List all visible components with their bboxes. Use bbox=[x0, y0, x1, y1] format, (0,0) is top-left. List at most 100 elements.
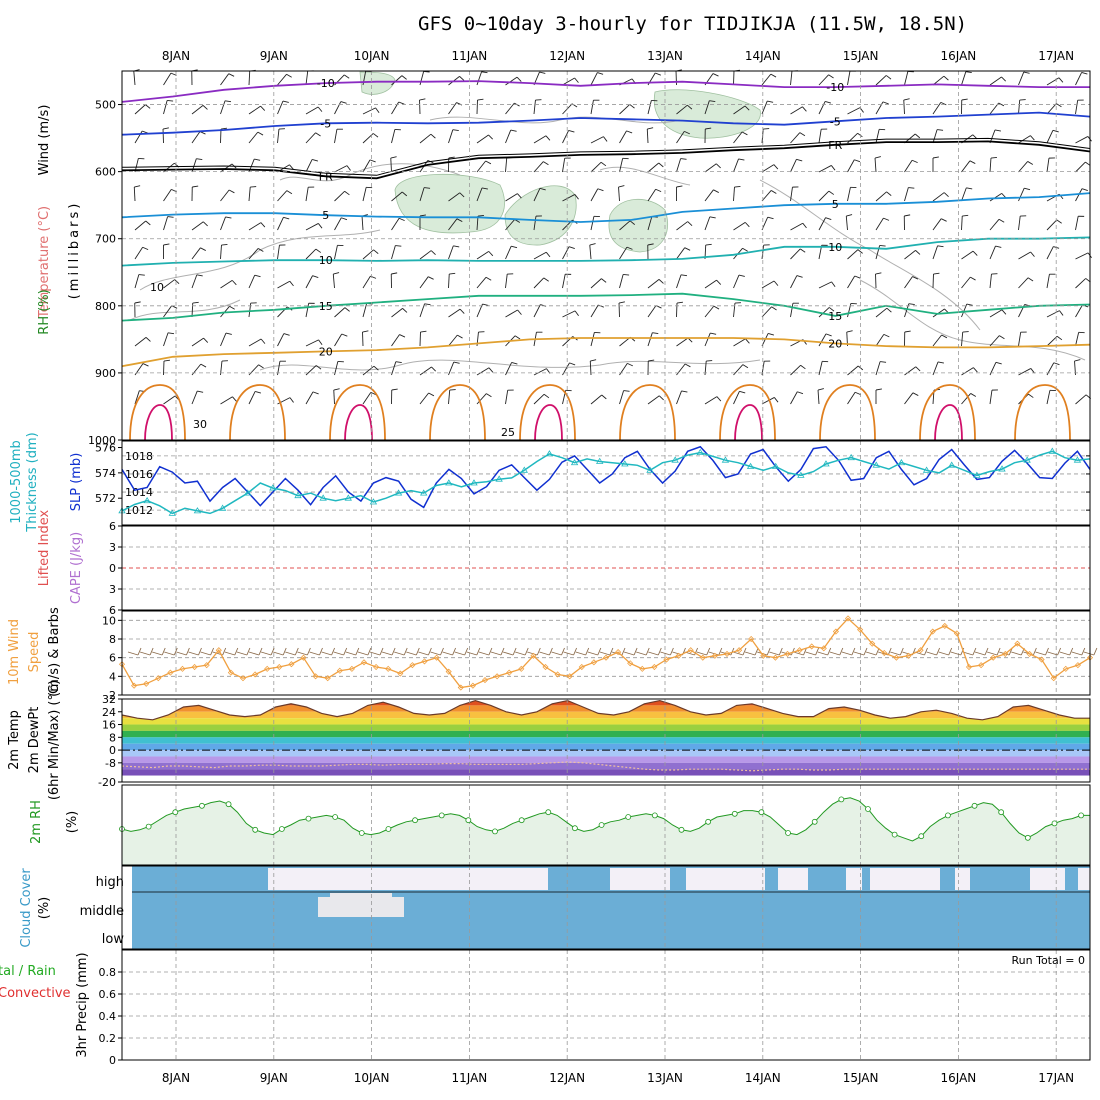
barb bbox=[505, 102, 515, 115]
wind10-barb bbox=[321, 651, 332, 656]
wind10-point bbox=[1074, 662, 1081, 669]
wind10-barb-flag bbox=[294, 647, 299, 656]
barb bbox=[220, 216, 226, 231]
rh2m-point bbox=[998, 809, 1005, 816]
temp-ytick-label--8: -8 bbox=[105, 757, 116, 770]
wind10-barb bbox=[648, 651, 659, 656]
barb bbox=[790, 187, 793, 202]
barb bbox=[590, 100, 594, 115]
barb-flag bbox=[225, 216, 232, 219]
barb bbox=[476, 187, 483, 202]
isotherm-label-25: 25 bbox=[501, 426, 515, 439]
wind10-barb-flag bbox=[427, 647, 432, 656]
barb bbox=[248, 222, 262, 231]
barb-flag bbox=[448, 156, 455, 159]
wind10-barb bbox=[1083, 651, 1095, 656]
barb-flag bbox=[962, 214, 969, 217]
barb-flag bbox=[167, 216, 174, 218]
wind10-barb-flag bbox=[500, 647, 505, 656]
barb bbox=[932, 334, 942, 347]
barb-flag bbox=[716, 163, 721, 169]
wind10-barb bbox=[539, 651, 550, 656]
barb bbox=[163, 332, 169, 347]
barb-flag bbox=[344, 190, 350, 196]
barb bbox=[133, 186, 136, 202]
barb-flag bbox=[774, 397, 779, 403]
barb bbox=[448, 129, 454, 144]
barb-flag bbox=[857, 132, 863, 138]
run-total: Run Total = 0 bbox=[1012, 954, 1086, 967]
barb bbox=[448, 390, 451, 405]
wind10-barb bbox=[563, 651, 574, 656]
wind10-point bbox=[832, 628, 839, 635]
barb bbox=[619, 104, 631, 115]
wind10m-panel: 2 4 6 8 10 bbox=[102, 610, 1098, 702]
barb bbox=[533, 188, 541, 202]
barb-flag bbox=[831, 165, 836, 171]
wind10-barb bbox=[1047, 651, 1058, 656]
wind10-barb bbox=[1035, 651, 1046, 656]
wind10-point bbox=[252, 671, 259, 678]
top-day-11JAN: 11JAN bbox=[452, 49, 488, 63]
barb-flag bbox=[966, 303, 973, 306]
barb bbox=[220, 245, 222, 260]
thick-marker bbox=[269, 484, 277, 491]
barb-flag bbox=[687, 221, 693, 227]
barb-flag bbox=[600, 161, 607, 167]
thick-marker bbox=[394, 489, 403, 496]
barb bbox=[676, 337, 689, 347]
thick-marker bbox=[570, 458, 579, 466]
barb bbox=[790, 303, 794, 318]
isotherm-label--10-0: -10 bbox=[317, 77, 335, 90]
isotherm-25-loop-0 bbox=[129, 384, 186, 441]
wind10-point bbox=[518, 665, 525, 672]
wind10-barb-flag bbox=[258, 647, 263, 656]
isotherm-label-20-1: 20 bbox=[828, 337, 842, 350]
lifted-index-cape-panel: 6 3 0 3 6 bbox=[109, 520, 1091, 617]
barb-flag bbox=[676, 301, 683, 304]
barb bbox=[1075, 161, 1086, 173]
precip-label-1: tal / Rain bbox=[0, 964, 56, 979]
barb-flag bbox=[419, 98, 426, 101]
wind10-barb bbox=[224, 651, 235, 656]
barb bbox=[134, 130, 143, 144]
wind10-barb-flag bbox=[718, 647, 723, 656]
barb bbox=[419, 276, 429, 289]
barb bbox=[191, 274, 198, 289]
barb bbox=[932, 102, 942, 115]
wind10-point bbox=[324, 675, 331, 682]
upper-temp-label: Temperature (°C) bbox=[37, 206, 52, 319]
barb-flag bbox=[255, 390, 262, 394]
wind10-barb-flag bbox=[669, 647, 674, 656]
barb bbox=[1046, 130, 1054, 144]
barb-flag bbox=[800, 364, 806, 370]
wind10-point bbox=[481, 677, 489, 684]
barb-flag bbox=[648, 359, 655, 362]
barb-flag bbox=[449, 272, 456, 275]
top-day-15JAN: 15JAN bbox=[843, 49, 879, 63]
cloud-high-bar-4 bbox=[586, 872, 598, 892]
barb-flag bbox=[914, 133, 921, 139]
barb bbox=[1018, 135, 1031, 144]
barb-flag bbox=[828, 307, 835, 312]
barb-flag bbox=[516, 76, 522, 82]
barb bbox=[590, 72, 598, 86]
barb-flag bbox=[742, 247, 748, 252]
wind10-point bbox=[651, 663, 658, 671]
barb-flag bbox=[684, 363, 691, 368]
bottom-day-17JAN: 17JAN bbox=[1038, 1071, 1074, 1085]
barb-flag bbox=[1074, 359, 1081, 362]
barb bbox=[961, 160, 971, 173]
barb-flag bbox=[452, 129, 459, 131]
barb bbox=[961, 71, 967, 86]
wind10-point bbox=[929, 628, 936, 635]
cloud-high-gap-7 bbox=[1030, 868, 1065, 890]
isotherm-25-loop-7 bbox=[819, 384, 876, 441]
barb bbox=[362, 107, 376, 115]
barb bbox=[191, 302, 194, 318]
wind10-barb-flag bbox=[1081, 647, 1086, 656]
barb bbox=[676, 247, 686, 260]
isotherm-label--10-1: -10 bbox=[826, 81, 844, 94]
barb-flag bbox=[941, 334, 948, 339]
